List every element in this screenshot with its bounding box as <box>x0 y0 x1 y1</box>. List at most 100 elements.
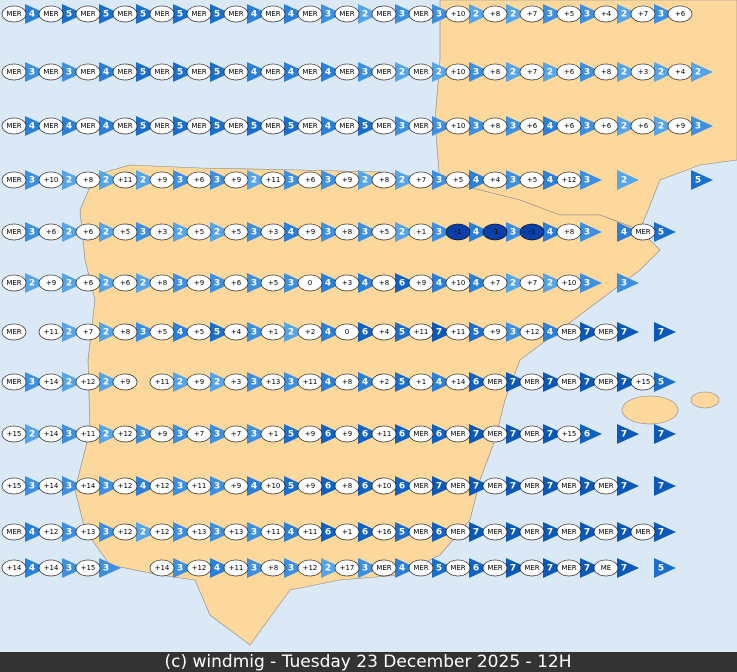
temp-oval <box>75 5 101 23</box>
wind-arrow <box>247 222 269 242</box>
wind-speed: 2 <box>66 328 72 338</box>
temp-oval <box>149 5 175 23</box>
temp-oval <box>630 223 656 241</box>
temperature: +4 <box>490 176 501 184</box>
temp-oval <box>556 477 582 495</box>
temperature: +4 <box>601 10 612 18</box>
temperature: +15 <box>636 378 651 386</box>
wind-speed: 2 <box>251 176 257 186</box>
wind-arrow <box>432 170 454 190</box>
wind-arrow <box>99 62 121 82</box>
wind-arrow <box>506 476 528 496</box>
temperature: +8 <box>490 10 500 18</box>
temp-oval <box>519 523 545 541</box>
temp-oval <box>667 117 693 135</box>
wind-speed: 7 <box>621 482 627 492</box>
temperature: +15 <box>562 430 577 438</box>
wind-speed: 5 <box>288 122 294 132</box>
temp-oval <box>149 373 175 391</box>
wind-arrow <box>62 116 84 136</box>
temperature: +6 <box>46 228 57 236</box>
temperature: +6 <box>83 279 94 287</box>
wind-arrow <box>136 62 158 82</box>
wind-arrow <box>247 476 269 496</box>
temp-oval <box>75 425 101 443</box>
temp-oval <box>408 63 434 81</box>
temp-oval <box>482 323 508 341</box>
temperature: +14 <box>44 430 59 438</box>
wind-speed: 3 <box>510 328 516 338</box>
temperature: +10 <box>377 482 392 490</box>
temp-oval <box>556 171 582 189</box>
temperature: +9 <box>305 430 315 438</box>
markers: 4 5 5 5 5 5 4 4 3 2 3 3 2 2 3 3 2 3 MER MER MER MER MER MER MER M… <box>1 4 713 578</box>
wind-arrow <box>284 116 306 136</box>
wind-speed: 3 <box>658 10 664 20</box>
wind-speed: 2 <box>399 176 405 186</box>
temp-oval <box>593 63 619 81</box>
wind-arrow <box>543 4 565 24</box>
temperature: 0 <box>308 279 312 287</box>
wind-arrow <box>99 116 121 136</box>
wind-arrow <box>247 170 269 190</box>
wind-arrow <box>617 322 639 342</box>
wind-speed: 3 <box>29 176 35 186</box>
wind-speed: 4 <box>473 176 479 186</box>
wind-arrow <box>691 62 713 82</box>
temp-oval <box>408 425 434 443</box>
wind-speed: 3 <box>399 10 405 20</box>
wind-arrow <box>136 522 158 542</box>
temperature: +9 <box>305 228 315 236</box>
wind-arrow <box>99 424 121 444</box>
temperature: MER <box>6 10 21 18</box>
wind-arrow <box>580 4 602 24</box>
wind-arrow <box>432 322 454 342</box>
temperature: +1 <box>342 528 352 536</box>
temperature: MER <box>265 68 280 76</box>
wind-speed: 2 <box>66 176 72 186</box>
wind-arrow <box>247 322 269 342</box>
wind-speed: 6 <box>436 528 442 538</box>
temp-oval <box>297 63 323 81</box>
temp-oval <box>112 171 138 189</box>
wind-speed: 2 <box>621 122 627 132</box>
wind-arrow <box>543 273 565 293</box>
temp-oval <box>38 171 64 189</box>
wind-arrow <box>580 273 602 293</box>
temp-oval <box>149 171 175 189</box>
temperature: MER <box>376 68 391 76</box>
temp-oval <box>149 323 175 341</box>
temperature: +3 <box>231 378 241 386</box>
wind-speed: 2 <box>621 176 627 186</box>
temperature: +5 <box>157 328 167 336</box>
wind-arrow <box>395 322 417 342</box>
wind-arrow <box>617 372 639 392</box>
temp-oval <box>260 223 286 241</box>
wind-speed: 5 <box>436 564 442 574</box>
wind-arrow <box>284 476 306 496</box>
wind-arrow <box>617 273 639 293</box>
wind-speed: 2 <box>325 564 331 574</box>
wind-arrow <box>173 116 195 136</box>
wind-arrow <box>580 476 602 496</box>
wind-speed: 3 <box>29 482 35 492</box>
wind-speed: 3 <box>29 68 35 78</box>
temp-oval <box>297 5 323 23</box>
temperature: MER <box>228 10 243 18</box>
temp-oval <box>334 5 360 23</box>
wind-speed: 5 <box>288 430 294 440</box>
temp-oval <box>1 5 27 23</box>
wind-speed: 4 <box>436 279 442 289</box>
temp-oval <box>297 323 323 341</box>
temperature: +9 <box>490 328 500 336</box>
temp-oval <box>408 523 434 541</box>
wind-arrow <box>469 476 491 496</box>
wind-arrow <box>395 558 417 578</box>
wind-speed: 4 <box>251 482 257 492</box>
temp-oval <box>482 523 508 541</box>
temperature: +15 <box>81 564 96 572</box>
temp-oval <box>260 5 286 23</box>
temp-oval <box>482 5 508 23</box>
temperature: MER <box>561 328 576 336</box>
